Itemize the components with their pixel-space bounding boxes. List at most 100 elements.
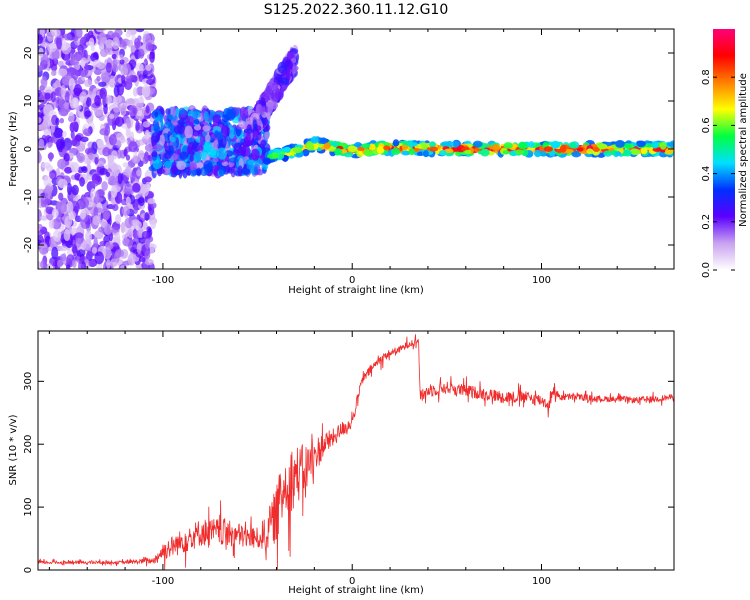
heatmap-cell bbox=[50, 91, 56, 103]
heatmap-cell bbox=[129, 131, 135, 141]
heatmap-cell bbox=[38, 243, 48, 249]
heatmap-cell bbox=[576, 147, 584, 152]
heatmap-cell bbox=[94, 190, 99, 204]
heatmap-cell bbox=[166, 114, 174, 120]
heatmap-cell bbox=[376, 146, 385, 154]
heatmap-cell bbox=[159, 134, 165, 147]
heatmap-cell bbox=[220, 125, 230, 138]
heatmap-cell bbox=[644, 143, 654, 148]
snr-plot-area bbox=[38, 331, 674, 570]
heatmap-cell bbox=[189, 154, 194, 162]
heatmap-cell bbox=[72, 97, 80, 108]
heatmap-cell bbox=[134, 37, 141, 49]
heatmap-cell bbox=[115, 214, 121, 225]
heatmap-cell bbox=[439, 150, 447, 156]
heatmap-cell bbox=[61, 37, 67, 51]
heatmap-cell bbox=[58, 192, 64, 201]
colorbar-label: Normalized spectral amplitude bbox=[738, 73, 749, 227]
snr-panel: -100 0 100 0 100 200 300 Height of straight li… bbox=[8, 330, 675, 596]
heatmap-cell bbox=[179, 151, 189, 160]
spectrogram-y-axis-label: Frequency (Hz) bbox=[8, 111, 19, 187]
heatmap-cell bbox=[622, 143, 632, 149]
heatmap-cell bbox=[98, 81, 107, 87]
heatmap-cell bbox=[189, 162, 197, 171]
heatmap-cell bbox=[143, 176, 152, 183]
heatmap-cell bbox=[130, 44, 136, 55]
heatmap-cell bbox=[409, 142, 418, 147]
heatmap-cell bbox=[422, 150, 429, 158]
heatmap-cell bbox=[138, 96, 144, 104]
heatmap-cell bbox=[191, 111, 201, 119]
heatmap-cell bbox=[120, 135, 126, 144]
heatmap-cell bbox=[127, 228, 134, 239]
heatmap-cell bbox=[79, 176, 85, 187]
heatmap-cell bbox=[306, 144, 315, 151]
heatmap-cell bbox=[64, 91, 70, 104]
heatmap-cell bbox=[105, 171, 111, 177]
heatmap-cell bbox=[48, 218, 55, 229]
colorbar-tick-label: 0.2 bbox=[701, 214, 712, 230]
heatmap-cell bbox=[228, 157, 239, 163]
heatmap-cell bbox=[65, 240, 73, 249]
heatmap-cell bbox=[135, 120, 140, 132]
colorbar-tick-label: 0.0 bbox=[701, 262, 712, 278]
heatmap-cell bbox=[441, 141, 451, 148]
heatmap-cell bbox=[83, 128, 91, 136]
heatmap-cell bbox=[103, 211, 110, 221]
heatmap-cell bbox=[120, 265, 126, 269]
heatmap-cell bbox=[58, 95, 65, 109]
figure-title: S125.2022.360.11.12.G10 bbox=[264, 2, 449, 18]
heatmap-cell bbox=[75, 237, 82, 248]
heatmap-cell bbox=[40, 42, 50, 48]
heatmap-cell bbox=[503, 142, 513, 149]
heatmap-cell bbox=[107, 156, 115, 167]
heatmap-cell bbox=[145, 105, 150, 114]
heatmap-cell bbox=[603, 150, 613, 155]
heatmap-cell bbox=[176, 122, 185, 135]
heatmap-cell bbox=[246, 132, 251, 143]
heatmap-cell bbox=[132, 207, 138, 214]
snr-x-axis-label: Height of straight line (km) bbox=[288, 585, 424, 596]
heatmap-cell bbox=[113, 85, 120, 97]
snr-y-tick-label: 0 bbox=[23, 567, 34, 573]
heatmap-cell bbox=[113, 111, 119, 119]
heatmap-cell bbox=[70, 138, 78, 147]
heatmap-cell bbox=[144, 129, 150, 140]
heatmap-cell bbox=[408, 148, 415, 156]
heatmap-cell bbox=[232, 118, 240, 124]
snr-y-tick-label: 200 bbox=[23, 435, 34, 454]
heatmap-cell bbox=[96, 75, 101, 82]
spectrogram-y-tick-label: 10 bbox=[23, 95, 34, 108]
heatmap-cell bbox=[232, 148, 239, 156]
heatmap-cell bbox=[122, 237, 130, 247]
heatmap-cell bbox=[38, 150, 41, 163]
heatmap-cell bbox=[135, 29, 145, 33]
heatmap-cell bbox=[87, 258, 98, 268]
heatmap-cell bbox=[96, 139, 104, 149]
heatmap-cell bbox=[39, 91, 47, 102]
heatmap-cell bbox=[43, 104, 54, 117]
heatmap-cell bbox=[132, 87, 138, 97]
heatmap-cell bbox=[80, 136, 89, 143]
heatmap-cell bbox=[564, 149, 574, 154]
heatmap-cell bbox=[323, 142, 331, 150]
heatmap-cell bbox=[357, 146, 365, 152]
heatmap-cell bbox=[84, 110, 92, 118]
heatmap-cell bbox=[69, 58, 80, 66]
heatmap-cell bbox=[125, 154, 131, 161]
heatmap-cell bbox=[226, 106, 237, 120]
heatmap-cell bbox=[111, 37, 120, 50]
heatmap-cell bbox=[63, 102, 70, 110]
heatmap-cell bbox=[127, 253, 136, 266]
heatmap-cell bbox=[132, 219, 140, 226]
heatmap-cell bbox=[144, 237, 150, 250]
heatmap-cell bbox=[56, 214, 61, 223]
heatmap-cell bbox=[79, 91, 88, 104]
heatmap-cell bbox=[115, 140, 122, 149]
spectrogram-x-axis-label: Height of straight line (km) bbox=[288, 285, 424, 296]
heatmap-cell bbox=[122, 162, 129, 168]
heatmap-cell bbox=[154, 111, 159, 118]
heatmap-cell bbox=[401, 144, 409, 150]
heatmap-cell bbox=[502, 150, 509, 155]
